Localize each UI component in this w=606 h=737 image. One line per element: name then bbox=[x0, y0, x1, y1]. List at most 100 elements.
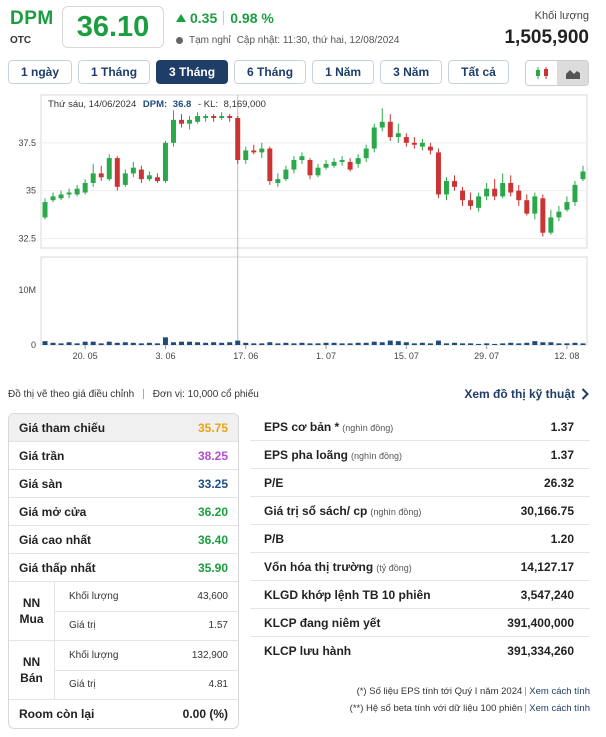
volume-bar bbox=[355, 342, 361, 345]
volume-bar bbox=[564, 343, 570, 345]
volume-bar bbox=[524, 342, 530, 345]
volume-bar bbox=[259, 343, 265, 345]
candle-body bbox=[500, 182, 506, 197]
candle-body bbox=[323, 163, 329, 168]
candle-body bbox=[435, 152, 441, 195]
status-dot-icon bbox=[176, 37, 183, 44]
label: Giá mở cửa bbox=[19, 504, 87, 519]
volume-bar bbox=[90, 341, 96, 345]
candle-body bbox=[540, 198, 546, 233]
candle-body bbox=[468, 200, 474, 206]
volume-bar bbox=[363, 342, 369, 345]
ticker-symbol: DPM bbox=[10, 8, 54, 29]
volume-bar bbox=[315, 343, 321, 345]
volume-bar bbox=[267, 342, 273, 345]
price-tick-label: 35 bbox=[26, 186, 36, 196]
candle-body bbox=[58, 194, 64, 199]
candle-body bbox=[339, 160, 345, 162]
foreign-buy-block: NN Mua Khối lượng 43,600 Giá trị 1.57 bbox=[9, 582, 238, 641]
volume-bar bbox=[443, 343, 449, 345]
row-high-price: Giá cao nhất 36.40 bbox=[9, 526, 238, 554]
price-chart[interactable]: 37.5 35 32.5 10M 0 20. 05 3. 06 17. 06 1. 07 15. … bbox=[0, 90, 606, 372]
x-tick-label: 3. 06 bbox=[155, 351, 175, 361]
current-price: 36.10 bbox=[76, 10, 150, 43]
candle-body bbox=[154, 177, 160, 182]
volume-bar bbox=[146, 342, 152, 345]
volume-bar bbox=[283, 342, 289, 345]
volume-bar bbox=[275, 343, 281, 345]
chart-marks bbox=[42, 108, 586, 345]
technical-chart-label: Xem đồ thị kỹ thuật bbox=[464, 387, 575, 401]
candle-body bbox=[98, 173, 104, 178]
candle-body bbox=[203, 116, 209, 118]
volume-bar bbox=[476, 343, 482, 345]
candle-body bbox=[460, 190, 466, 201]
foreign-sell-volume: Khối lượng 132,900 bbox=[55, 641, 238, 671]
value: 0.00 (%) bbox=[182, 707, 228, 721]
area-chart-button[interactable] bbox=[557, 61, 588, 85]
volume-label: Khối lượng bbox=[534, 10, 589, 22]
volume-bar bbox=[387, 340, 393, 345]
volume-bar bbox=[468, 343, 474, 345]
label: Giá cao nhất bbox=[19, 532, 92, 547]
x-tick-label: 17. 06 bbox=[233, 351, 258, 361]
price-box: 36.10 bbox=[62, 6, 164, 48]
volume-bar bbox=[435, 340, 441, 345]
tooltip-dpm-label: DPM: bbox=[143, 99, 167, 110]
volume-bar bbox=[114, 342, 120, 345]
tab-1-year[interactable]: 1 Năm bbox=[312, 60, 375, 84]
foreign-sell-block: NN Bán Khối lượng 132,900 Giá trị 4.81 bbox=[9, 641, 238, 700]
tab-3-years[interactable]: 3 Năm bbox=[380, 60, 443, 84]
candle-body bbox=[508, 182, 514, 193]
updated-time: Cập nhật: 11:30, thứ hai, 12/08/2024 bbox=[236, 35, 400, 46]
candle-body bbox=[532, 196, 538, 214]
candle-body bbox=[235, 117, 241, 161]
candle-body bbox=[411, 142, 417, 145]
tooltip-date: Thứ sáu, 14/06/2024 bbox=[48, 99, 136, 110]
chart-note: Đồ thị vẽ theo giá điều chỉnh Đơn vị: 10… bbox=[8, 389, 259, 400]
change-value: 0.35 bbox=[190, 10, 218, 26]
technical-chart-link[interactable]: Xem đồ thị kỹ thuật bbox=[464, 387, 589, 401]
calculation-link[interactable]: Xem cách tính bbox=[529, 703, 590, 714]
candle-body bbox=[492, 188, 498, 197]
x-tick-label: 15. 07 bbox=[394, 351, 419, 361]
tab-3-months[interactable]: 3 Tháng bbox=[156, 60, 229, 84]
volume-bar bbox=[291, 343, 297, 345]
volume-bar bbox=[106, 341, 112, 345]
volume-bar bbox=[508, 342, 514, 345]
volume-tick-label: 0 bbox=[31, 340, 36, 350]
candle-body bbox=[452, 181, 458, 187]
chart-type-toggle bbox=[525, 60, 589, 86]
tab-1-month[interactable]: 1 Tháng bbox=[78, 60, 151, 84]
chart-grid bbox=[40, 94, 588, 349]
foreign-buy-volume: Khối lượng 43,600 bbox=[55, 582, 238, 612]
market-status: Tạm nghỉ Cập nhật: 11:30, thứ hai, 12/08… bbox=[176, 35, 399, 46]
candle-body bbox=[283, 169, 289, 180]
volume-bar bbox=[516, 343, 522, 345]
row-low-price: Giá thấp nhất 35.90 bbox=[9, 554, 238, 582]
candle-body bbox=[580, 171, 586, 180]
volume-bar bbox=[299, 342, 305, 345]
row-floor-price: Giá sàn 33.25 bbox=[9, 470, 238, 498]
price-tick-label: 32.5 bbox=[18, 233, 36, 243]
volume-bar bbox=[339, 343, 345, 345]
candle-body bbox=[267, 148, 273, 182]
label: Room còn lại bbox=[19, 707, 95, 721]
label: Giá thấp nhất bbox=[19, 560, 96, 575]
row-eps-basic: EPS cơ bản * (nghìn đồng) 1.37 bbox=[250, 413, 590, 441]
candle-body bbox=[162, 142, 168, 182]
candle-body bbox=[347, 161, 353, 170]
tab-all[interactable]: Tất cả bbox=[448, 60, 509, 84]
foreign-buy-title: NN Mua bbox=[9, 582, 55, 640]
candle-body bbox=[130, 167, 136, 174]
volume-bar bbox=[98, 343, 104, 345]
tab-1-day[interactable]: 1 ngày bbox=[8, 60, 73, 84]
value: 36.20 bbox=[197, 504, 228, 519]
unit-note: Đơn vị: 10,000 cổ phiếu bbox=[152, 389, 259, 400]
row-reference-price: Giá tham chiếu 35.75 bbox=[9, 414, 238, 442]
row-outstanding-shares: KLCP lưu hành 391,334,260 bbox=[264, 644, 574, 658]
volume-bar bbox=[227, 342, 233, 345]
calculation-link[interactable]: Xem cách tính bbox=[529, 686, 590, 697]
candlestick-button[interactable] bbox=[526, 61, 557, 85]
tab-6-months[interactable]: 6 Tháng bbox=[234, 60, 307, 84]
